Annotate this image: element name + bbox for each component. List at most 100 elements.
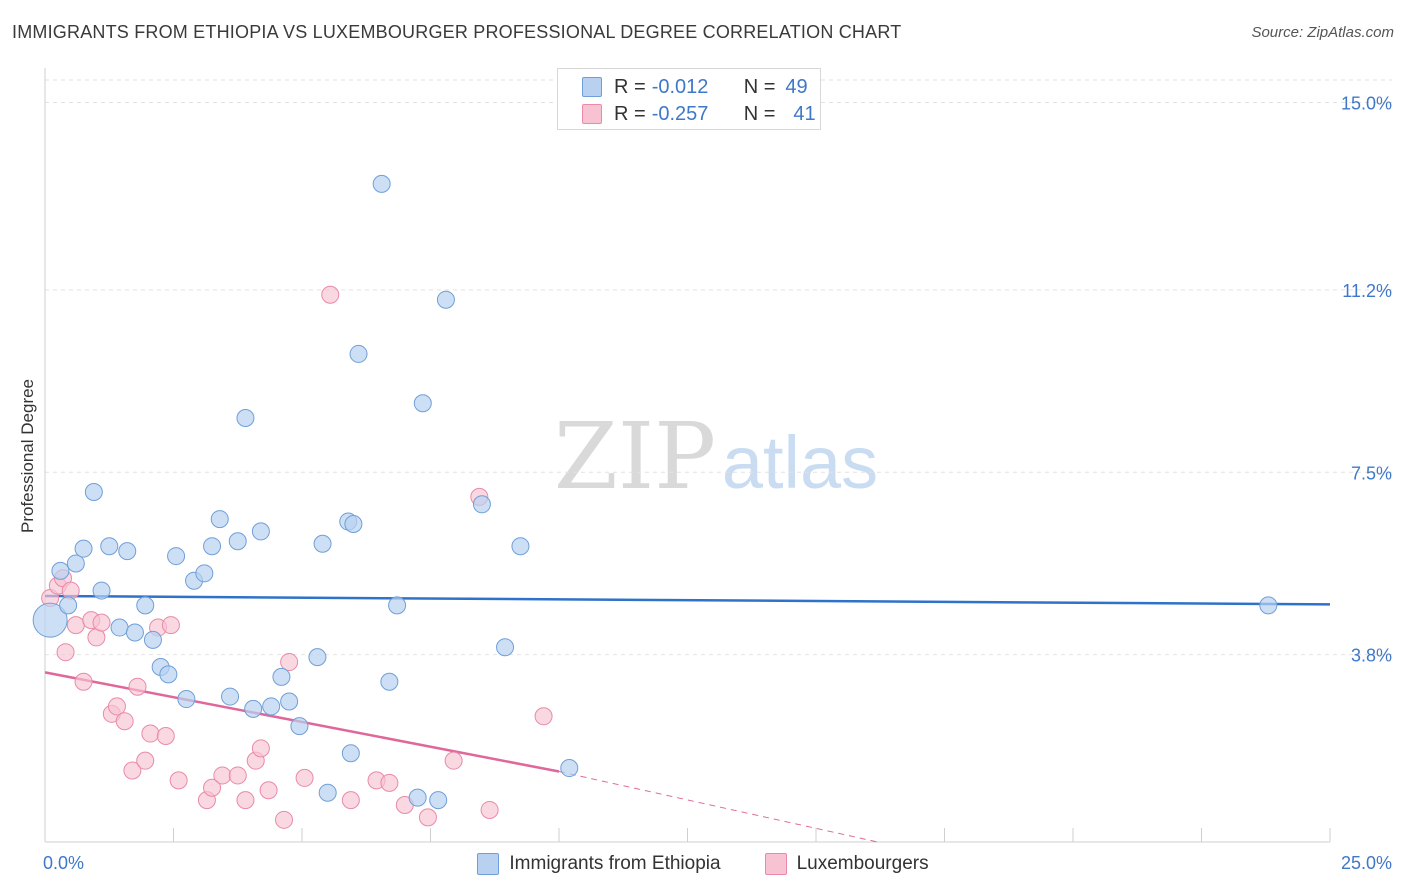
ethiopia-point: [280, 692, 299, 711]
ethiopia-point: [313, 534, 332, 553]
n-label: N =: [743, 102, 776, 125]
ethiopia-point: [262, 697, 281, 716]
luxembourgers-point: [123, 761, 142, 780]
ethiopia-point: [380, 672, 399, 691]
luxembourgers-swatch: [582, 104, 602, 124]
legend-row-luxembourgers: R = -0.257 N = 41: [582, 101, 816, 127]
data-points: [32, 174, 1278, 829]
ethiopia-point: [408, 788, 427, 807]
ethiopia-point: [436, 290, 455, 309]
luxembourgers-point: [228, 766, 247, 785]
series-legend: Immigrants from Ethiopia Luxembourgers: [0, 850, 1406, 878]
ethiopia-legend-label: Immigrants from Ethiopia: [509, 853, 721, 874]
luxembourgers-point: [259, 781, 278, 800]
ethiopia-point: [560, 759, 579, 778]
correlation-legend: R = -0.012 N = 49 R = -0.257 N = 41: [557, 68, 821, 130]
ethiopia-point: [92, 581, 111, 600]
luxembourgers-point: [203, 778, 222, 797]
y-tick-label: 11.2%: [1342, 281, 1392, 301]
luxembourgers-point: [136, 751, 155, 770]
legend-item-luxembourgers: Luxembourgers: [764, 853, 929, 875]
watermark-atlas: atlas: [722, 421, 878, 504]
luxembourgers-point: [115, 712, 134, 731]
ethiopia-point: [290, 717, 309, 736]
luxembourgers-point: [56, 643, 75, 662]
ethiopia-r-value: -0.012: [651, 75, 709, 98]
luxembourgers-point: [156, 727, 175, 746]
ethiopia-point: [159, 665, 178, 684]
ethiopia-legend-swatch: [477, 853, 500, 875]
ethiopia-point: [472, 495, 491, 514]
trend-lines: [44, 594, 1331, 843]
luxembourgers-point: [380, 773, 399, 792]
ethiopia-point: [251, 522, 270, 541]
ethiopia-point: [136, 596, 155, 615]
ethiopia-point: [341, 744, 360, 763]
y-tick-label: 3.8%: [1351, 646, 1392, 666]
ethiopia-point: [1259, 596, 1278, 615]
ethiopia-point: [59, 596, 78, 615]
ethiopia-trend-line: [44, 594, 1331, 606]
x-tick-label-end: 25.0%: [1341, 853, 1392, 873]
source-credit: Source: ZipAtlas.com: [1251, 24, 1394, 41]
luxembourgers-point: [341, 791, 360, 810]
luxembourgers-point: [161, 616, 180, 635]
y-tick-label: 15.0%: [1341, 94, 1392, 114]
luxembourgers-point: [61, 581, 80, 600]
ethiopia-point: [228, 532, 247, 551]
luxembourgers-point: [236, 791, 255, 810]
ethiopia-point: [66, 554, 85, 573]
luxembourgers-point: [128, 677, 147, 696]
ethiopia-point: [272, 667, 291, 686]
ethiopia-point: [344, 515, 363, 534]
luxembourgers-point: [444, 751, 463, 770]
ethiopia-point: [413, 394, 432, 413]
luxembourgers-point: [418, 808, 437, 827]
ethiopia-point: [32, 602, 68, 638]
luxembourgers-point: [251, 739, 270, 758]
axes: [44, 68, 1331, 843]
luxembourgers-point: [92, 613, 111, 632]
luxembourgers-point: [213, 766, 232, 785]
ethiopia-point: [167, 547, 186, 566]
ethiopia-point: [203, 537, 222, 556]
ethiopia-point: [100, 537, 119, 556]
luxembourgers-point: [66, 616, 85, 635]
luxembourgers-point: [321, 285, 340, 304]
luxembourgers-point: [74, 672, 93, 691]
watermark: ZIP atlas: [554, 403, 878, 510]
ethiopia-point: [84, 482, 103, 501]
ethiopia-point: [511, 537, 530, 556]
ethiopia-swatch: [582, 77, 602, 97]
luxembourgers-point: [480, 800, 499, 819]
luxembourgers-legend-swatch: [764, 853, 787, 875]
ethiopia-point: [496, 638, 515, 657]
n-label: N =: [743, 75, 776, 98]
luxembourgers-point: [275, 810, 294, 829]
luxembourgers-point: [169, 771, 188, 790]
grid-lines: [45, 79, 1392, 656]
ethiopia-point: [349, 344, 368, 363]
ethiopia-point: [177, 690, 196, 709]
luxembourgers-point: [280, 653, 299, 672]
luxembourgers-point: [295, 768, 314, 787]
watermark-zip: ZIP: [554, 403, 716, 510]
ethiopia-point: [51, 561, 70, 580]
luxembourgers-r-value: -0.257: [651, 102, 709, 125]
ethiopia-point: [429, 791, 448, 810]
r-label: R =: [614, 102, 646, 125]
ethiopia-point: [125, 623, 144, 642]
luxembourgers-point: [107, 697, 126, 716]
ethiopia-point: [388, 596, 407, 615]
ethiopia-point: [210, 510, 229, 529]
ethiopia-point: [236, 409, 255, 428]
ethiopia-point: [118, 542, 137, 561]
legend-item-ethiopia: Immigrants from Ethiopia: [477, 853, 721, 875]
luxembourgers-point: [534, 707, 553, 726]
ethiopia-point: [143, 630, 162, 649]
r-label: R =: [614, 75, 646, 98]
ethiopia-point: [372, 174, 391, 193]
ethiopia-n-value: 49: [785, 75, 808, 98]
chart-title: IMMIGRANTS FROM ETHIOPIA VS LUXEMBOURGER…: [12, 22, 902, 42]
